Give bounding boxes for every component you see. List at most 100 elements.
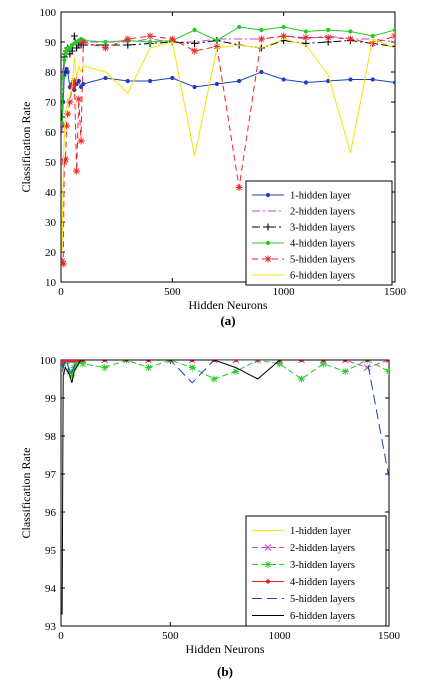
series-5-point	[61, 155, 69, 163]
series-3-point	[72, 360, 80, 368]
x-axis-label: Hidden Neurons	[186, 642, 265, 656]
legend-entry-1: 1-hidden layer	[290, 526, 351, 537]
series-5-point	[324, 34, 332, 41]
panel-label: (b)	[217, 664, 233, 679]
series-5-point	[369, 40, 377, 47]
series-2-point	[385, 360, 389, 364]
series-5-point	[124, 35, 132, 43]
y-tick-label: 10	[45, 277, 57, 289]
series-5-point	[257, 35, 265, 43]
legend: 1-hidden layer 2-hidden layers 3-hidden la…	[245, 180, 393, 286]
series-4-point	[61, 120, 65, 126]
legend-marker-5	[264, 255, 272, 263]
legend-marker-3	[264, 561, 272, 568]
x-tick-label: 500	[164, 286, 181, 298]
series-5-point	[280, 32, 288, 40]
y-tick-label: 93	[45, 621, 57, 633]
legend-box	[245, 180, 393, 286]
series-2-point	[298, 360, 305, 364]
chart-panel-b: 0 500 1000 1500 93 94 95 96 97 98 99 100 Hidden Neur…	[19, 355, 401, 679]
series-5-point	[146, 32, 154, 40]
x-tick-label: 1500	[384, 286, 407, 298]
y-tick-label: 70	[45, 97, 57, 109]
series-5-point	[70, 77, 78, 85]
series-5-point	[302, 34, 310, 41]
series-4-point	[61, 75, 66, 81]
y-tick-label: 100	[40, 7, 57, 19]
series-5-point	[191, 47, 199, 55]
series-4-point	[259, 27, 264, 33]
y-tick-label: 50	[45, 157, 57, 169]
x-tick-label: 0	[58, 286, 64, 298]
series-5-point	[213, 43, 221, 50]
series-line-4	[61, 360, 389, 364]
series-4-point	[281, 24, 286, 30]
y-axis-label: Classification Rate	[19, 102, 33, 193]
series-1-point	[392, 80, 395, 85]
y-tick-label: 96	[45, 507, 57, 519]
legend-entry-3: 3-hidden layers	[290, 560, 355, 571]
series-4-point	[192, 27, 197, 33]
series-3-point	[210, 375, 218, 383]
chart-panel-a: 0 500 1000 1500 10 20 30 40 50 60 70 80 90 100 Hidden …	[19, 7, 407, 328]
series-group	[61, 360, 389, 615]
x-tick-label: 1000	[273, 286, 296, 298]
series-3-point	[124, 41, 132, 49]
series-5-point	[61, 260, 67, 268]
series-5-point	[64, 110, 72, 118]
series-3-point	[391, 43, 395, 50]
series-line-6	[61, 360, 389, 615]
y-tick-label: 30	[45, 217, 57, 229]
series-line-2	[61, 360, 389, 372]
series-2-point	[232, 360, 240, 364]
series-3-point	[79, 360, 87, 368]
series-5-point	[168, 35, 176, 43]
y-tick-label: 90	[45, 37, 57, 49]
series-3-point	[298, 375, 306, 383]
legend-marker-4	[265, 579, 271, 584]
y-tick-label: 98	[45, 431, 57, 443]
series-1-point	[259, 69, 264, 75]
series-3-point	[188, 364, 196, 372]
series-3-point	[385, 367, 389, 375]
series-line-4	[61, 26, 395, 124]
series-2-point	[145, 360, 152, 364]
legend-entry-1: 1-hidden layer	[290, 191, 351, 202]
legend-marker-2	[264, 544, 272, 551]
series-4-point	[233, 360, 239, 363]
series-1-point	[81, 81, 86, 87]
legend-entry-4: 4-hidden layers	[290, 239, 355, 250]
series-4-point	[147, 39, 153, 45]
series-4-point	[348, 29, 353, 34]
series-4-point	[392, 27, 395, 33]
series-3-point	[61, 364, 66, 372]
y-tick-label: 60	[45, 127, 57, 139]
series-5-point	[235, 184, 243, 191]
legend-marker-4	[265, 240, 271, 246]
x-axis-label: Hidden Neurons	[189, 298, 268, 312]
series-4-point	[62, 57, 67, 63]
series-1-point	[348, 77, 353, 82]
series-5-point	[63, 122, 71, 130]
legend: 1-hidden layer 2-hidden layers 3-hidden la…	[245, 515, 387, 627]
series-3-point	[68, 371, 76, 379]
series-5-point	[102, 44, 110, 52]
series-1-point	[281, 77, 286, 82]
series-line-3	[61, 35, 395, 118]
series-4-point	[214, 38, 219, 43]
series-1-point	[147, 78, 153, 84]
series-3-point	[101, 364, 109, 372]
x-tick-label: 1000	[269, 630, 292, 642]
legend-entry-3: 3-hidden layers	[290, 223, 355, 234]
legend-entry-2: 2-hidden layers	[290, 543, 355, 554]
series-5-point	[66, 98, 74, 106]
y-axis-label: Classification Rate	[19, 448, 33, 539]
y-tick-label: 40	[45, 187, 57, 199]
series-3-point	[68, 47, 76, 55]
series-3-point	[191, 40, 199, 47]
series-group	[61, 24, 395, 268]
y-tick-label: 97	[45, 469, 57, 481]
series-3-point	[232, 367, 240, 375]
series-5-point	[61, 158, 68, 166]
series-5-point	[77, 137, 85, 145]
